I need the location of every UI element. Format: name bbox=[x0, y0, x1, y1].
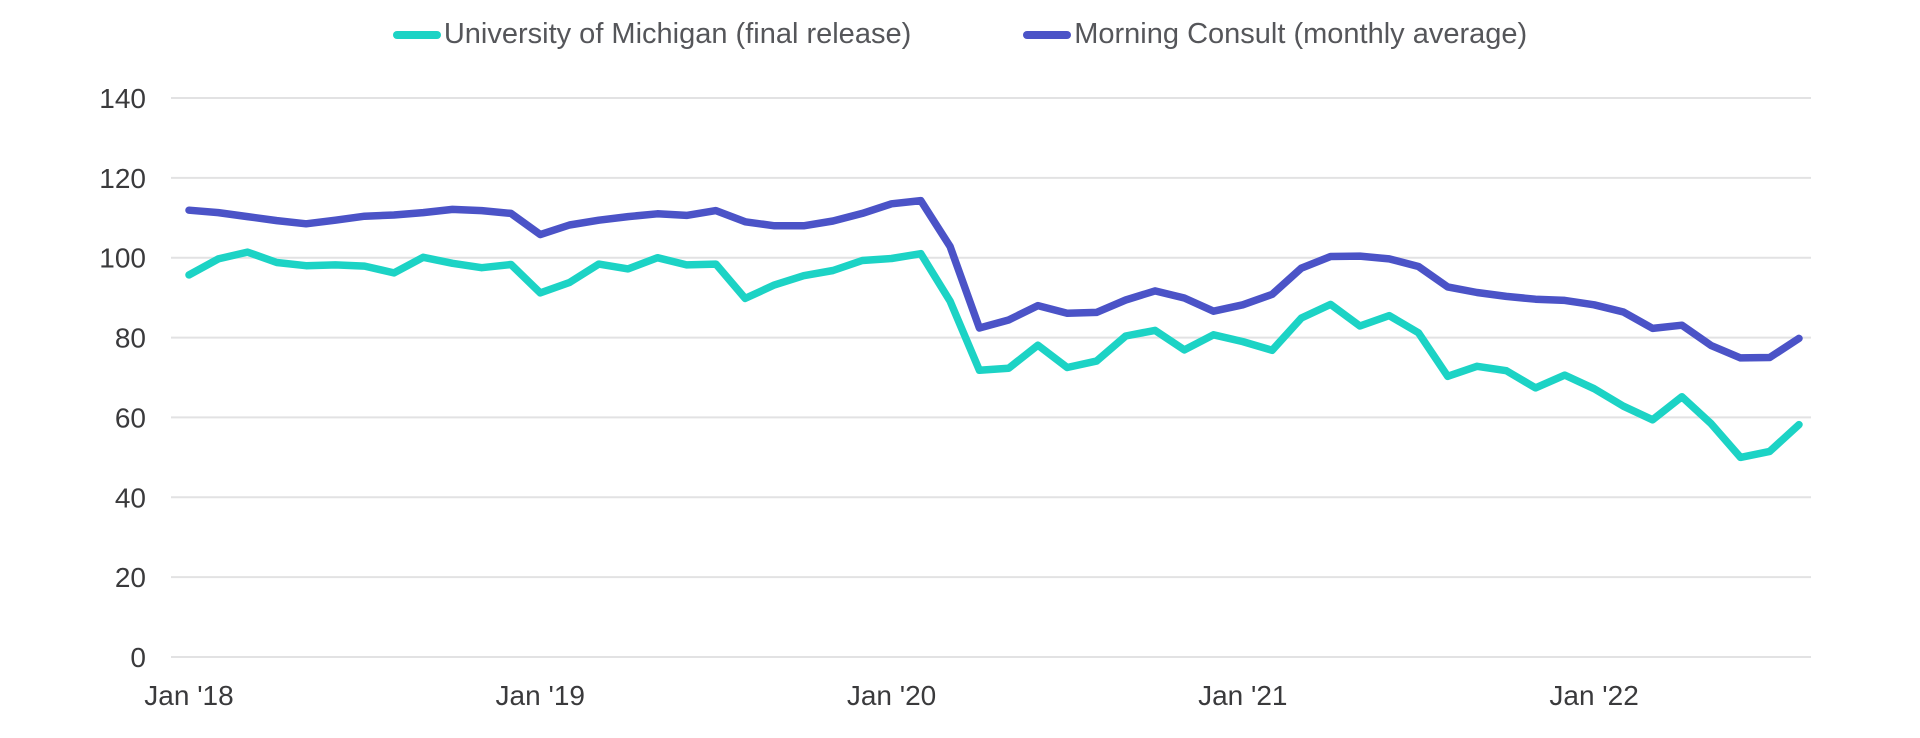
y-axis-label: 0 bbox=[130, 642, 146, 673]
umich-legend-swatch bbox=[392, 30, 441, 39]
morning-consult-legend-label: Morning Consult (monthly average) bbox=[1074, 18, 1528, 50]
x-axis-label: Jan '21 bbox=[1198, 680, 1287, 711]
y-axis-label: 60 bbox=[115, 402, 146, 433]
chart-legend: University of Michigan (final release) M… bbox=[0, 20, 1920, 49]
legend-item-umich: University of Michigan (final release) bbox=[392, 18, 912, 50]
y-axis-label: 140 bbox=[99, 83, 146, 114]
morning-consult-line bbox=[185, 196, 1803, 362]
x-axis-label: Jan '18 bbox=[144, 680, 233, 711]
x-axis-label: Jan '19 bbox=[496, 680, 585, 711]
x-axis-label: Jan '22 bbox=[1549, 680, 1638, 711]
y-axis-label: 40 bbox=[115, 482, 146, 513]
legend-item-morning-consult: Morning Consult (monthly average) bbox=[1023, 20, 1527, 49]
umich-legend-label: University of Michigan (final release) bbox=[443, 18, 912, 50]
y-axis-label: 120 bbox=[99, 163, 146, 194]
y-axis-label: 100 bbox=[99, 243, 146, 274]
y-axis-label: 80 bbox=[115, 323, 146, 354]
umich-line bbox=[185, 248, 1803, 462]
morning-consult-legend-swatch bbox=[1023, 30, 1072, 39]
y-axis-label: 20 bbox=[115, 562, 146, 593]
x-axis-label: Jan '20 bbox=[847, 680, 936, 711]
